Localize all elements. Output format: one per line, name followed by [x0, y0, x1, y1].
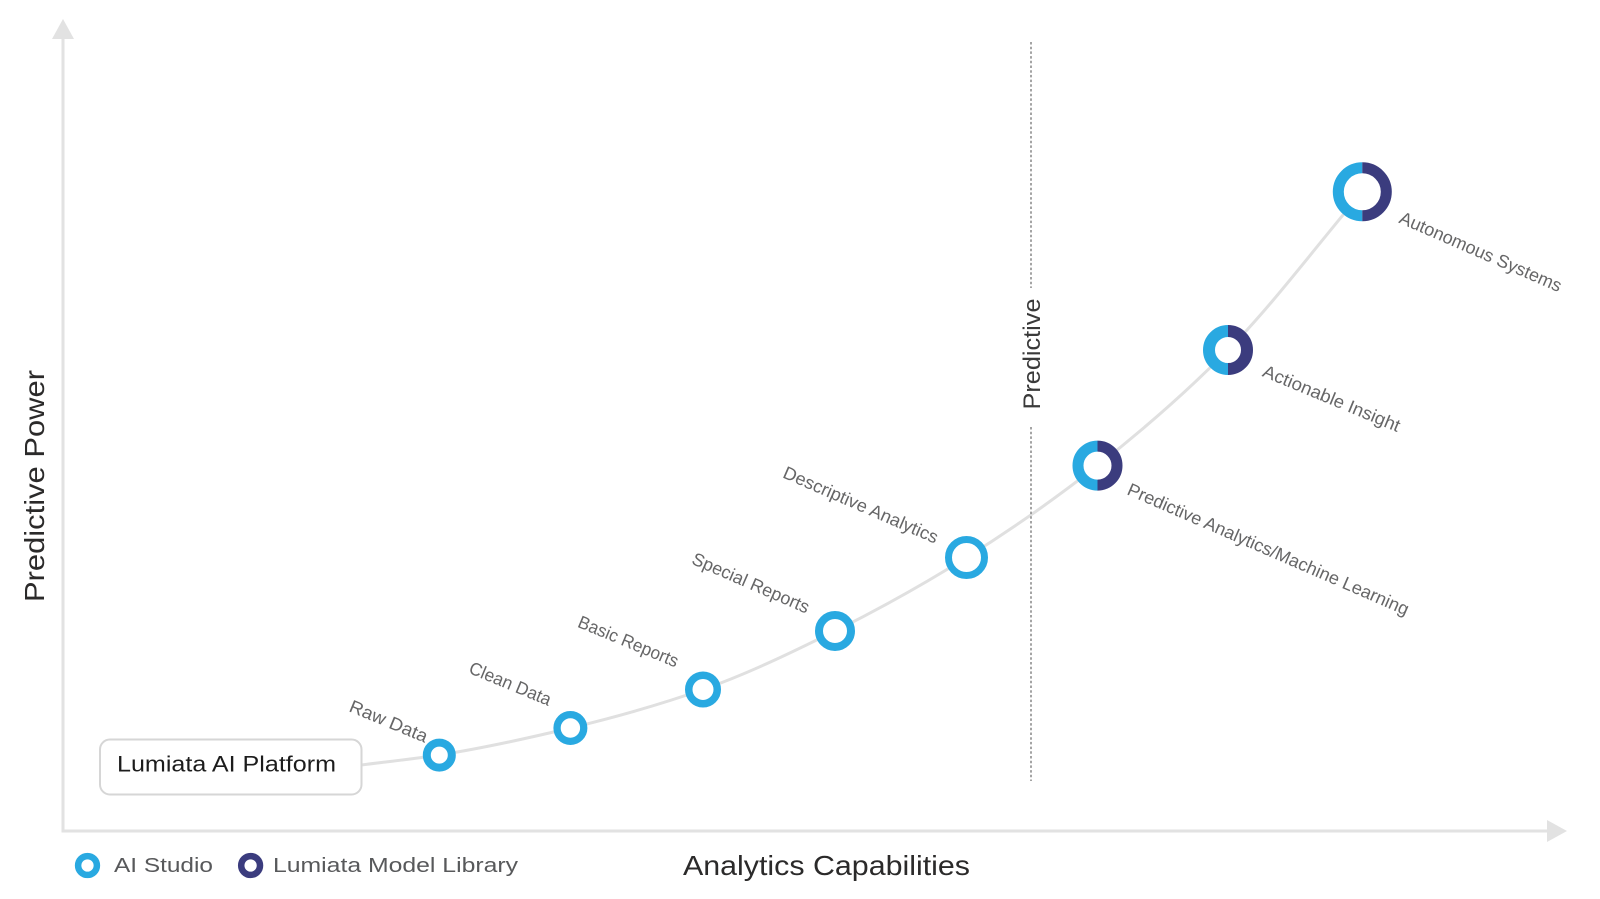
svg-text:Predictive Power: Predictive Power — [19, 370, 50, 602]
svg-text:AI Studio: AI Studio — [114, 855, 213, 877]
svg-text:Lumiata Model Library: Lumiata Model Library — [273, 855, 518, 877]
svg-text:Lumiata AI Platform: Lumiata AI Platform — [117, 752, 336, 777]
svg-text:Analytics Capabilities: Analytics Capabilities — [683, 850, 970, 881]
svg-text:Predictive: Predictive — [1019, 299, 1046, 410]
